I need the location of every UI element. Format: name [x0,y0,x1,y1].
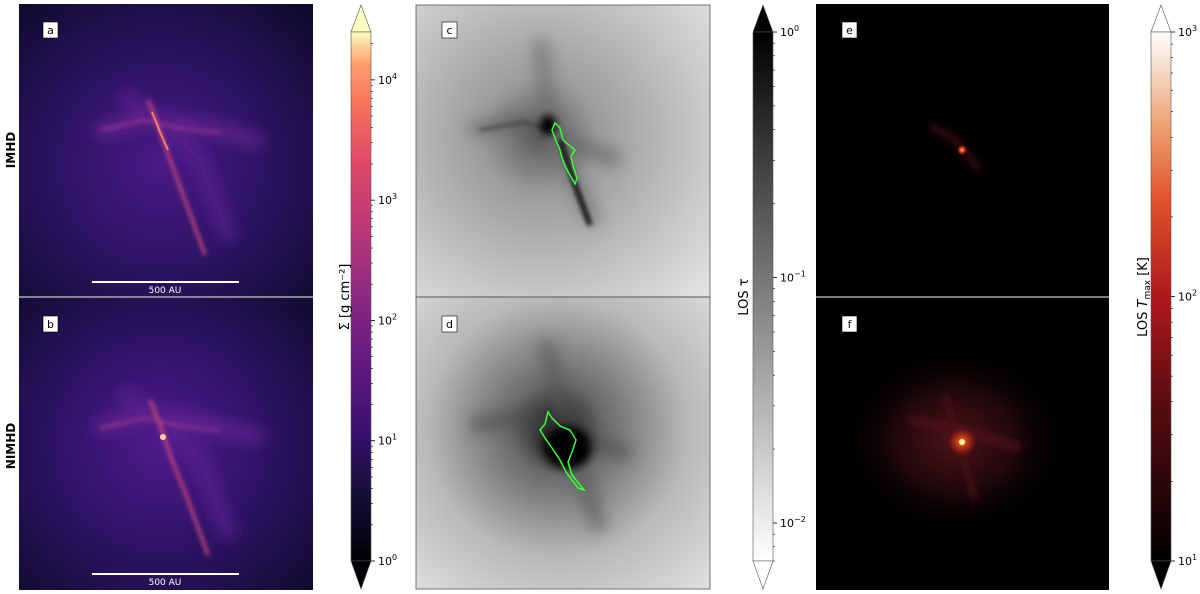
panel-letter-text-d: d [446,318,453,331]
colorbar-tmax-tick-label: 102 [1178,289,1197,304]
colorbar-tmax-tick-label: 101 [1178,553,1197,568]
panel-letter-a: a [42,21,59,39]
colorbar-tau: 10−2 10−1 100 LOS τ [737,4,806,590]
colorbar-label-tmax: LOS Tmax [K] [1136,257,1153,337]
panel-letter-text-f: f [848,318,853,331]
colorbar-tau-tick-label: 10−2 [780,515,806,530]
panel-letter-b: b [42,315,59,333]
row-label-nimhd: NIMHD [4,423,18,469]
colorbar-tau-tick-label: 100 [780,24,799,39]
panel-letter-c: c [441,21,458,39]
colorbar-tmax-tick-label: 103 [1178,24,1197,39]
scalebar-b: 500 AU [92,573,239,588]
colorbar-sigma-tick-label: 100 [378,553,397,568]
panel-letter-d: d [441,315,458,333]
scalebar-label-b: 500 AU [149,578,182,588]
colorbar-sigma: 100 101 102 103 104 Σ [g cm⁻²] [338,4,397,590]
scalebar-label-a: 500 AU [149,286,182,296]
panel-letter-text-b: b [47,318,54,331]
panel-letter-e: e [841,21,858,39]
scalebar-a: 500 AU [92,281,239,296]
colorbar-tmax: 101 102 103 LOS Tmax [K] [1136,4,1197,590]
panel-letter-f: f [841,315,858,333]
colorbar-sigma-tick-label: 101 [378,433,397,448]
panel-e [816,4,1109,297]
colorbar-label-sigma: Σ [g cm⁻²] [338,264,353,331]
row-label-imhd: IMHD [4,132,18,168]
panel-letter-text-c: c [446,24,452,37]
panel-d [415,296,711,590]
panel-b [19,297,313,590]
colorbar-tau-tick-label: 10−1 [780,269,806,284]
panel-f [816,297,1109,590]
colorbar-label-tau: LOS τ [737,278,752,315]
panel-c [415,4,711,298]
contour-d [539,410,587,492]
panel-letter-text-a: a [47,24,54,37]
colorbar-sigma-tick-label: 104 [378,72,397,87]
panel-letter-text-e: e [846,24,853,37]
colorbar-sigma-tick-label: 102 [378,312,397,327]
colorbar-sigma-tick-label: 103 [378,192,397,207]
contour-c [551,121,578,186]
panel-a [19,4,313,297]
